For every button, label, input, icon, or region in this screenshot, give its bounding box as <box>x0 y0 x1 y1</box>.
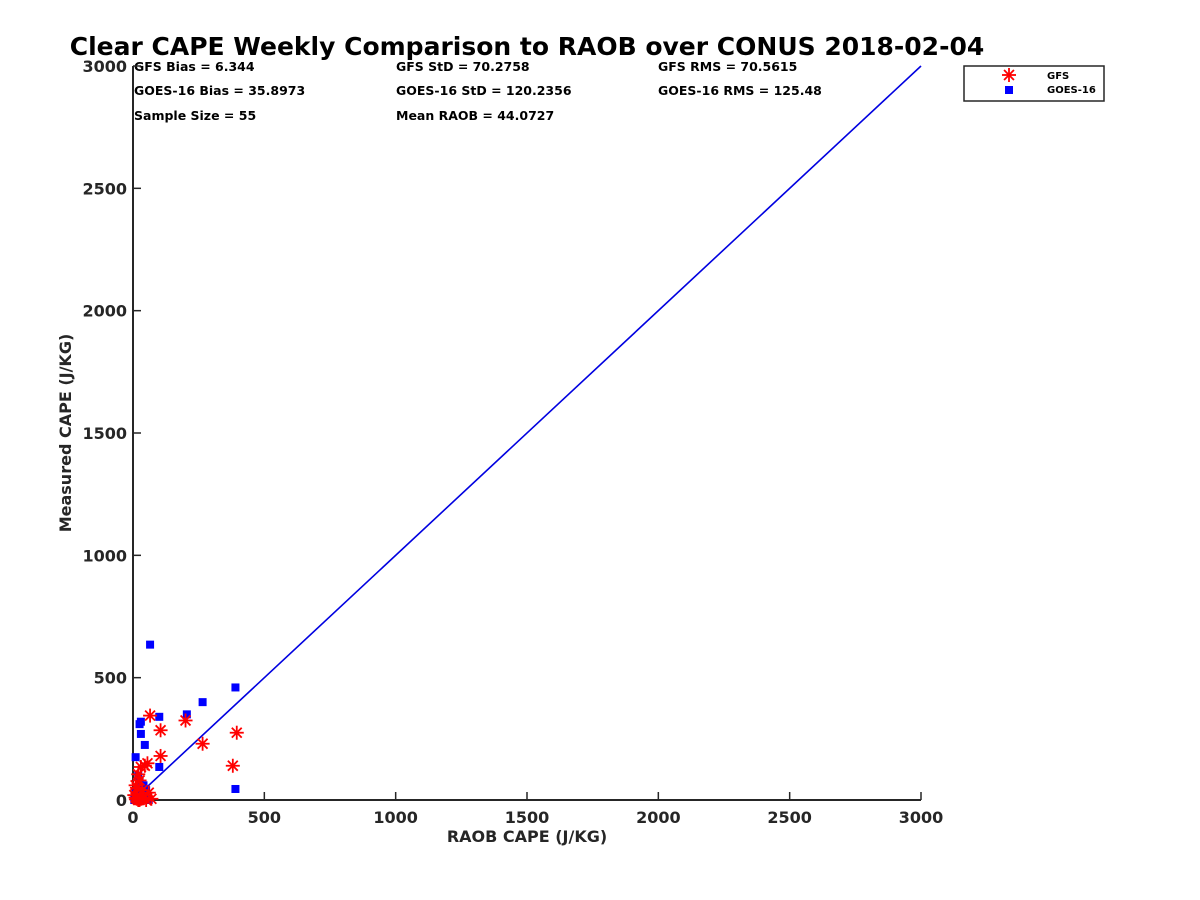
gfs-point <box>144 791 159 806</box>
y-tick-label: 3000 <box>82 57 127 76</box>
x-tick-label: 500 <box>248 808 281 827</box>
one-to-one-line <box>132 65 922 801</box>
gfs-point <box>229 725 244 740</box>
x-tick-label: 3000 <box>899 808 944 827</box>
legend-label-goes16: GOES-16 <box>1047 85 1096 96</box>
stat-r2-c0: Sample Size = 55 <box>134 108 256 123</box>
legend-asterisk-glyph <box>1002 68 1016 82</box>
stats-annotations: GFS Bias = 6.344 GFS StD = 70.2758 GFS RMS… <box>134 59 822 123</box>
goes16-point <box>146 640 155 649</box>
x-tick-label: 0 <box>127 808 138 827</box>
x-tick-label: 2000 <box>636 808 681 827</box>
stat-r2-c1: Mean RAOB = 44.0727 <box>396 108 554 123</box>
stat-r1-c1: GOES-16 StD = 120.2356 <box>396 83 572 98</box>
stat-r1-c0: GOES-16 Bias = 35.8973 <box>134 83 305 98</box>
gfs-point <box>153 723 168 738</box>
legend-gfs-asterisk-icon <box>1002 68 1016 82</box>
y-axis-label: Measured CAPE (J/KG) <box>56 334 75 533</box>
y-tick-label: 2000 <box>82 302 127 321</box>
stat-r0-c2: GFS RMS = 70.5615 <box>658 59 797 74</box>
stat-r0-c1: GFS StD = 70.2758 <box>396 59 530 74</box>
stat-r0-c0: GFS Bias = 6.344 <box>134 59 255 74</box>
x-ticks: 0 500 1000 1500 2000 2500 3000 <box>127 792 943 827</box>
goes16-point <box>140 740 149 749</box>
goes16-point <box>231 784 240 793</box>
series-gfs <box>127 708 244 807</box>
reference-line <box>132 65 922 801</box>
y-ticks: 0 500 1000 1500 2000 2500 3000 <box>82 57 141 810</box>
goes16-point <box>198 698 207 707</box>
goes16-point <box>131 753 140 762</box>
x-axis-label: RAOB CAPE (J/KG) <box>447 827 607 846</box>
legend-label-gfs: GFS <box>1047 71 1069 82</box>
gfs-point <box>225 758 240 773</box>
legend-box <box>963 65 1105 102</box>
gfs-point <box>143 708 158 723</box>
y-tick-label: 1500 <box>82 424 127 443</box>
goes16-point <box>182 710 191 719</box>
y-tick-label: 0 <box>116 791 127 810</box>
chart-title: Clear CAPE Weekly Comparison to RAOB ove… <box>70 32 985 61</box>
goes16-point <box>155 762 164 771</box>
y-tick-label: 1000 <box>82 546 127 565</box>
gfs-point <box>178 713 193 728</box>
y-tick-label: 500 <box>94 669 127 688</box>
x-tick-label: 2500 <box>767 808 812 827</box>
stat-r1-c2: GOES-16 RMS = 125.48 <box>658 83 822 98</box>
goes16-point <box>134 788 143 797</box>
gfs-point <box>195 736 210 751</box>
gfs-point <box>153 748 168 763</box>
goes16-point <box>136 729 145 738</box>
y-tick-label: 2500 <box>82 179 127 198</box>
legend[interactable]: GFS GOES-16 <box>963 65 1105 102</box>
x-tick-label: 1000 <box>373 808 418 827</box>
goes16-point <box>135 720 144 729</box>
goes16-point <box>231 683 240 692</box>
goes16-point <box>155 712 164 721</box>
legend-goes16-square-icon <box>1005 86 1013 94</box>
x-tick-label: 1500 <box>505 808 550 827</box>
